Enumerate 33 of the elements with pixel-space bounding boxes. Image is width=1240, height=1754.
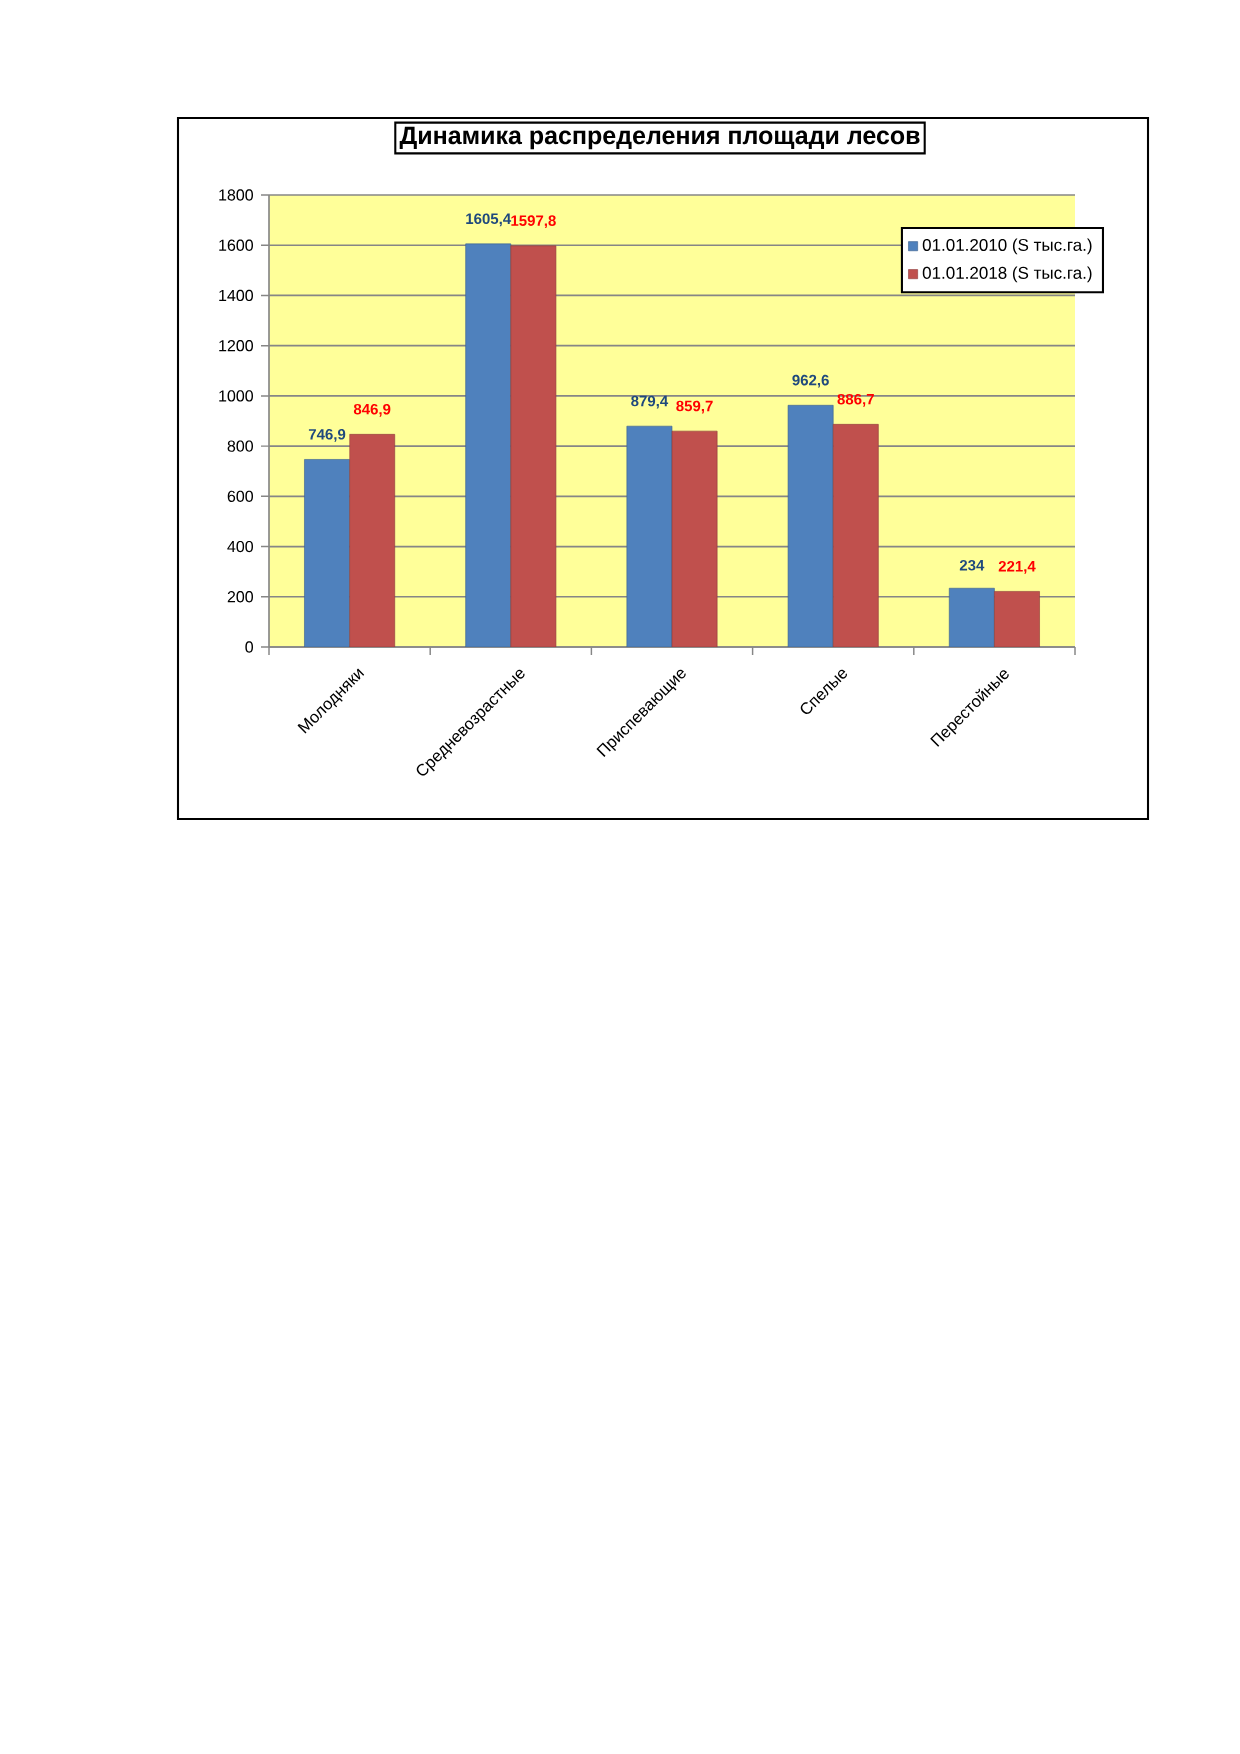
y-tick-label: 1400 [219, 289, 253, 302]
data-label: 221,4 [998, 560, 1036, 574]
bar [832, 424, 879, 647]
bar [304, 459, 350, 647]
y-tick-label: 600 [227, 490, 253, 503]
data-label: 962,6 [792, 374, 829, 388]
data-label: 886,7 [837, 393, 874, 407]
chart-title: Динамика распределения площади лесов [399, 126, 920, 150]
bar [948, 587, 995, 647]
bar [349, 434, 396, 647]
bar [994, 591, 1040, 647]
bar [671, 430, 718, 647]
data-label: 859,7 [676, 400, 713, 414]
y-tick-label: 1800 [219, 189, 253, 201]
data-label: 846,9 [353, 403, 391, 417]
bar [787, 404, 834, 647]
data-label: 879,4 [631, 395, 669, 409]
y-tick-label: 400 [227, 540, 253, 553]
data-label: 746,9 [308, 429, 346, 442]
y-tick-label: 0 [245, 641, 254, 653]
y-tick-label: 1600 [219, 239, 253, 251]
bar [510, 245, 557, 647]
y-tick-label: 1000 [219, 390, 253, 402]
bar [465, 243, 512, 647]
y-tick-label: 200 [227, 591, 253, 603]
bar [626, 425, 673, 647]
legend-label: 01.01.2018 (S тыс.га.) [922, 266, 1092, 283]
y-tick-label: 1200 [219, 340, 253, 352]
data-label: 1597,8 [511, 215, 556, 229]
y-tick-label: 800 [227, 440, 253, 452]
data-label: 234 [959, 559, 985, 571]
legend-label: 01.01.2010 (S тыс.га.) [922, 238, 1092, 255]
data-label: 1605,4 [466, 213, 512, 227]
